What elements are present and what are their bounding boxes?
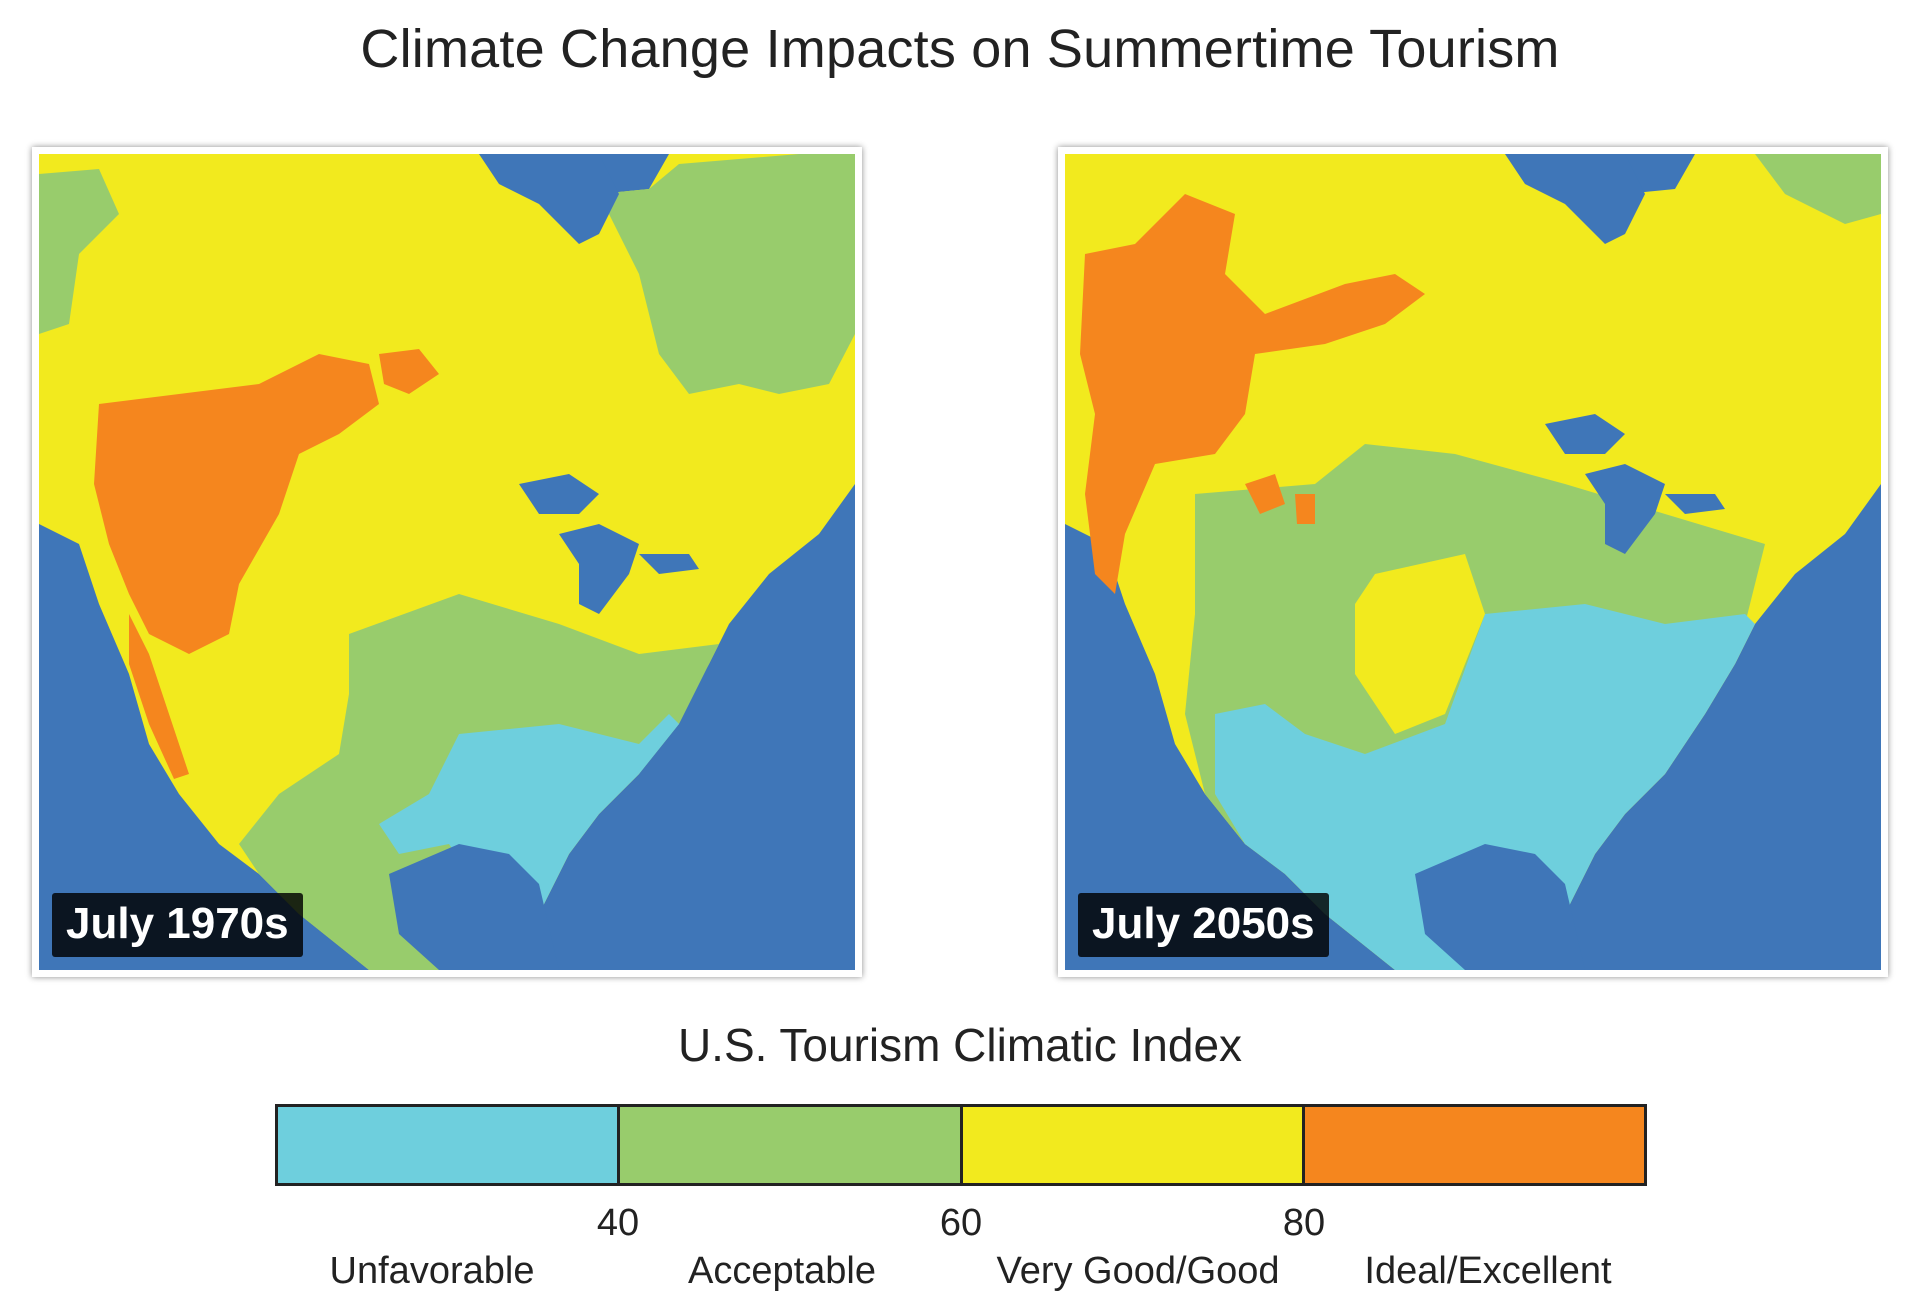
land-ideal-nw (1080, 194, 1425, 594)
land-acceptable-nw (39, 169, 119, 334)
map-2050s (1065, 154, 1881, 970)
legend-swatch-ideal (1304, 1107, 1644, 1183)
legend-category-acceptable: Acceptable (687, 1250, 877, 1292)
legend-title: U.S. Tourism Climatic Index (677, 1019, 1243, 1071)
map-1970s-panel: July 1970s (32, 147, 862, 977)
figure-title: Climate Change Impacts on Summertime Tou… (360, 19, 1560, 79)
land-unfavorable-south (1215, 604, 1755, 970)
legend-category-unfavorable: Unfavorable (329, 1250, 535, 1292)
gulf-of-mexico (1415, 844, 1585, 970)
land-very-good-central (1355, 554, 1485, 734)
land-acceptable-ne (599, 154, 855, 394)
legend-category-ideal: Ideal/Excellent (1364, 1250, 1612, 1292)
map-2050s-panel: July 2050s (1058, 147, 1888, 977)
land-ideal-ne (379, 349, 439, 394)
legend-swatch-unfavorable (278, 1107, 621, 1183)
land-very-good (39, 154, 855, 970)
land-unfavorable-se (379, 714, 679, 970)
legend-swatch-acceptable (620, 1107, 963, 1183)
hudson-bay (479, 154, 619, 244)
map-1970s (39, 154, 855, 970)
legend-color-bar (275, 1104, 1647, 1186)
land-ideal-coast (129, 614, 189, 779)
land-ideal-west (94, 354, 379, 654)
gulf-of-mexico (389, 844, 559, 970)
legend-tick-60: 60 (939, 1202, 983, 1244)
legend-category-very-good: Very Good/Good (996, 1250, 1280, 1292)
great-lakes (519, 474, 699, 614)
hudson-bay (1505, 154, 1645, 244)
legend-tick-40: 40 (596, 1202, 640, 1244)
legend-tick-80: 80 (1282, 1202, 1326, 1244)
land-ideal-patches (1245, 474, 1315, 524)
great-lakes (1545, 414, 1725, 554)
map-label-1970s: July 1970s (52, 893, 303, 957)
land-acceptable-ne (1755, 154, 1881, 224)
map-label-2050s: July 2050s (1078, 893, 1329, 957)
legend-swatch-very-good (962, 1107, 1305, 1183)
